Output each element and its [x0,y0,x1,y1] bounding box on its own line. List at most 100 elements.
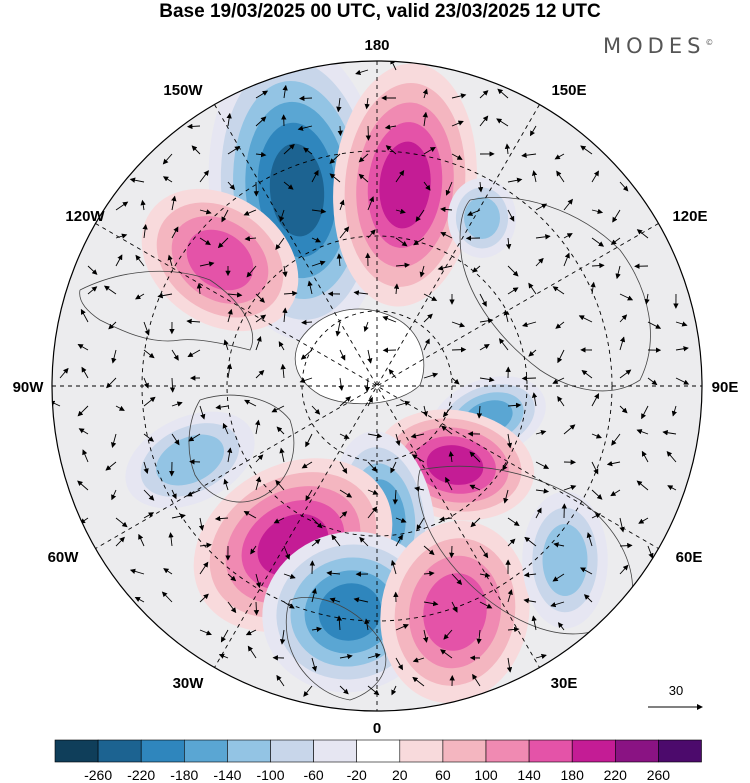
wind-arrow [535,257,544,267]
wind-arrow [115,405,125,411]
wind-arrow [199,170,209,183]
wind-arrow [280,363,286,379]
wind-arrow [591,170,599,183]
wind-arrow [167,254,173,267]
wind-arrow [563,484,577,491]
wind-arrow [524,536,537,547]
wind-arrow [590,281,596,295]
reference-vector-label: 30 [669,683,683,698]
wind-arrow [215,404,229,410]
wind-arrow [115,254,123,267]
wind-arrow [255,335,262,351]
wind-arrow [171,513,186,519]
wind-arrow [283,545,291,560]
wind-arrow [303,685,313,697]
wind-arrow [638,517,649,524]
wind-arrow [591,393,600,407]
wind-arrow [507,177,523,183]
wind-arrow [115,517,128,528]
wind-arrow [535,461,550,469]
wind-arrow [591,513,602,519]
wind-arrow [611,433,621,446]
wind-arrow [335,321,341,337]
wind-arrow [535,203,548,211]
colorbar: -260 -220 -180 -140 -100 -60 -20 20 60 100 140 180 2… [54,739,702,783]
wind-arrow [283,181,294,190]
wind-arrow [395,433,401,446]
wind-arrow [338,377,344,391]
wind-arrow [87,265,98,275]
wind-arrow [135,254,145,267]
wind-arrow [339,396,352,407]
wind-arrow [414,486,425,492]
wind-arrow [619,181,629,192]
wind-arrow [535,429,547,436]
wind-arrow [477,181,484,193]
wind-arrow [255,476,261,491]
wind-arrow [243,209,257,216]
wind-arrow [191,145,201,155]
wind-arrow [581,369,593,379]
wind-arrow [326,570,341,576]
wind-arrow [226,112,232,127]
wind-arrow [502,461,509,471]
wind-arrow [392,489,399,505]
wind-arrow [311,657,317,672]
wind-arrow [451,601,458,613]
wind-arrow [439,516,453,522]
wind-arrow [365,125,372,141]
wind-arrow [367,685,380,696]
wind-arrow [531,392,538,407]
colorbar-swatch [270,739,314,763]
anomaly-shading [125,61,608,704]
wind-arrow [479,293,487,307]
lon-label-90w: 90W [13,379,45,396]
wind-arrow [591,461,599,475]
wind-arrow [479,572,491,578]
colorbar-tick-label: -100 [256,767,284,783]
wind-arrow [423,181,431,191]
wind-arrow [636,229,649,239]
wind-arrow [416,517,425,531]
wind-arrow [557,349,565,364]
wind-arrow [469,451,481,463]
wind-arrow [619,517,625,533]
wind-arrow [395,400,411,407]
wind-arrow [255,314,267,323]
wind-arrow [307,280,313,295]
wind-arrow [279,629,286,645]
wind-arrow [395,657,403,671]
wind-arrow [311,208,327,214]
wind-arrow [337,125,343,137]
wind-arrow [143,512,155,519]
wind-arrow [331,534,341,547]
wind-arrow [647,377,658,386]
wind-arrow [507,287,519,295]
wind-arrow [472,265,481,273]
wind-arrow [451,120,464,127]
wind-arrow [311,237,322,243]
wind-arrow [353,290,369,296]
wind-arrow [498,338,509,351]
wind-arrow [529,125,537,137]
wind-arrow [300,349,313,360]
wind-arrow [390,559,397,575]
wind-arrow [199,629,212,636]
wind-arrow [497,88,509,99]
colorbar-tick-label: -180 [170,767,198,783]
wind-arrow [363,321,369,332]
wind-arrow [395,208,406,214]
wind-arrow [188,433,201,442]
wind-arrow [336,97,342,113]
wind-arrow [552,286,565,295]
wind-arrow [199,237,211,246]
wind-arrow [199,561,209,575]
wind-arrow [440,206,453,213]
wind-arrow [115,201,129,211]
wind-arrow [451,573,463,585]
wind-arrow [675,346,689,352]
wind-arrow [503,309,509,323]
lon-label-90e: 90E [712,379,739,396]
wind-arrow [390,461,397,474]
lon-label-180: 180 [364,37,389,54]
